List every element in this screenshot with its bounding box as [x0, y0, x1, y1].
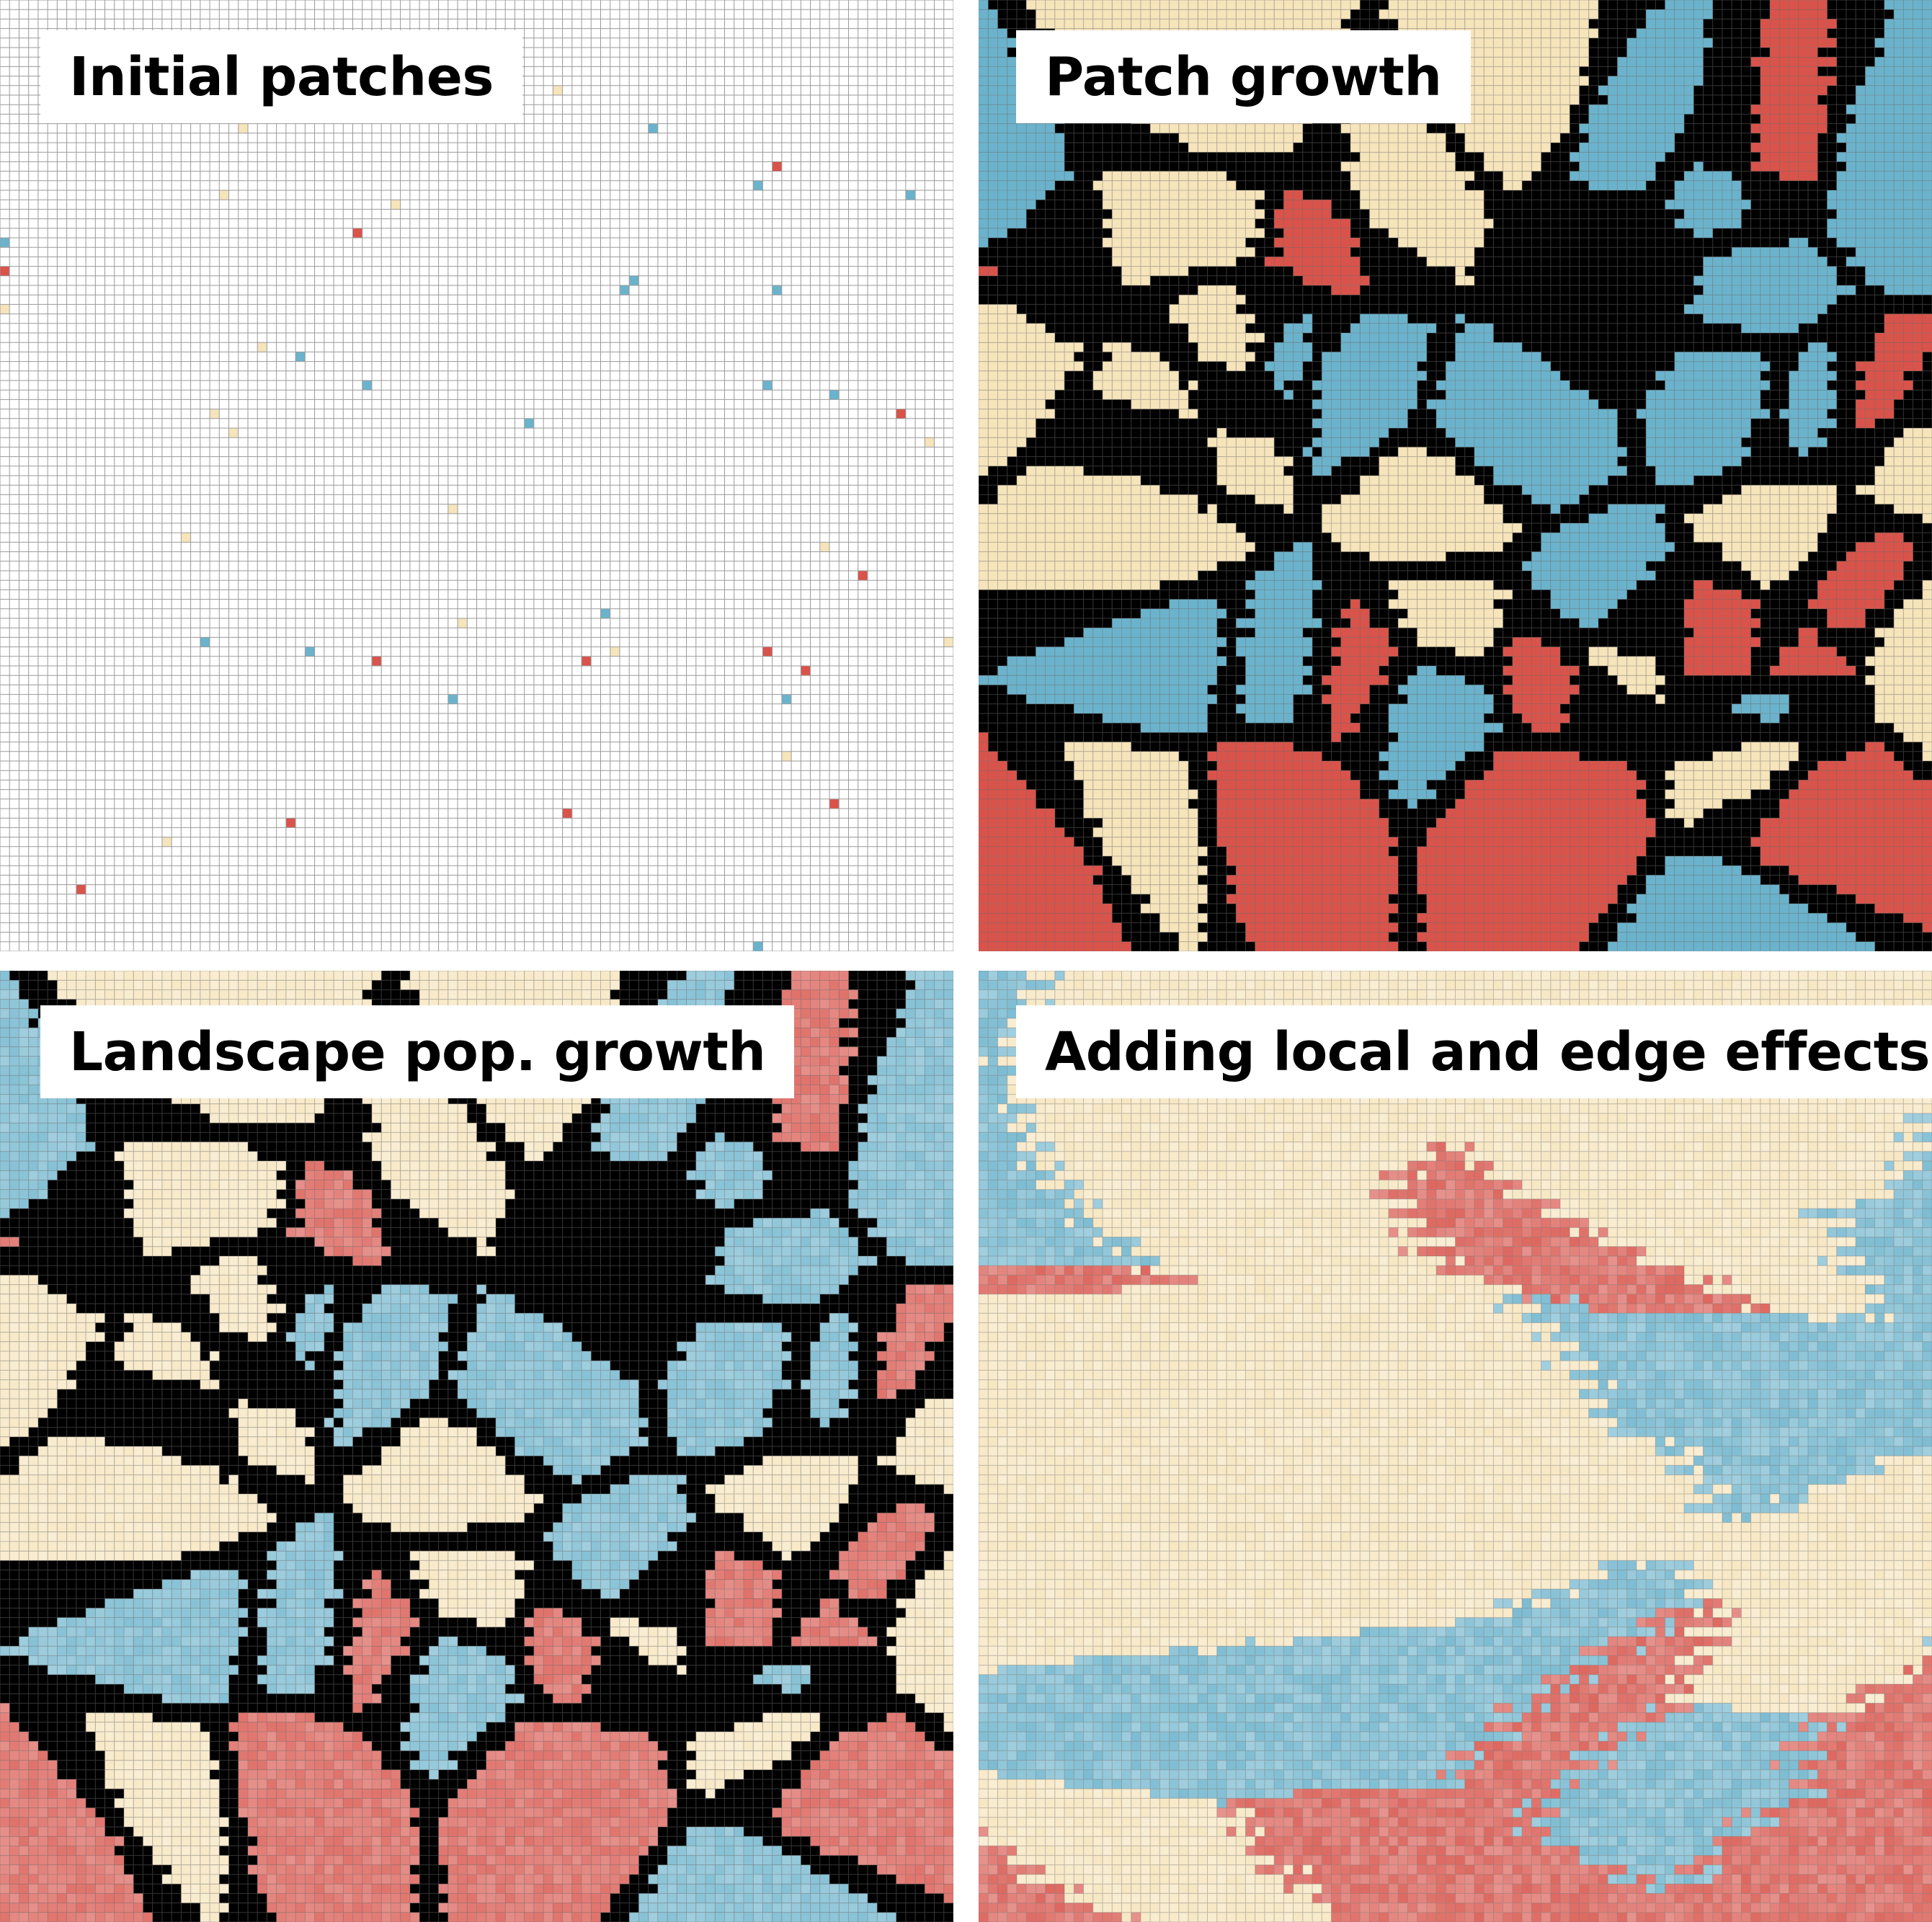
panel-initial-patches: Initial patches [0, 0, 953, 951]
grid-landscape-pop-growth [0, 971, 953, 1922]
panel-landscape-pop-growth: Landscape pop. growth [0, 971, 953, 1922]
panel-title: Landscape pop. growth [40, 1005, 795, 1098]
panel-patch-growth: Patch growth [979, 0, 1932, 951]
panel-local-edge-effects: Adding local and edge effects [979, 971, 1932, 1922]
panel-title: Patch growth [1016, 30, 1471, 123]
panel-title: Initial patches [40, 30, 522, 123]
panel-title: Adding local and edge effects [1016, 1005, 1932, 1098]
grid-patch-growth [979, 0, 1932, 951]
grid-local-edge-effects [979, 971, 1932, 1922]
grid-initial-patches [0, 0, 953, 951]
